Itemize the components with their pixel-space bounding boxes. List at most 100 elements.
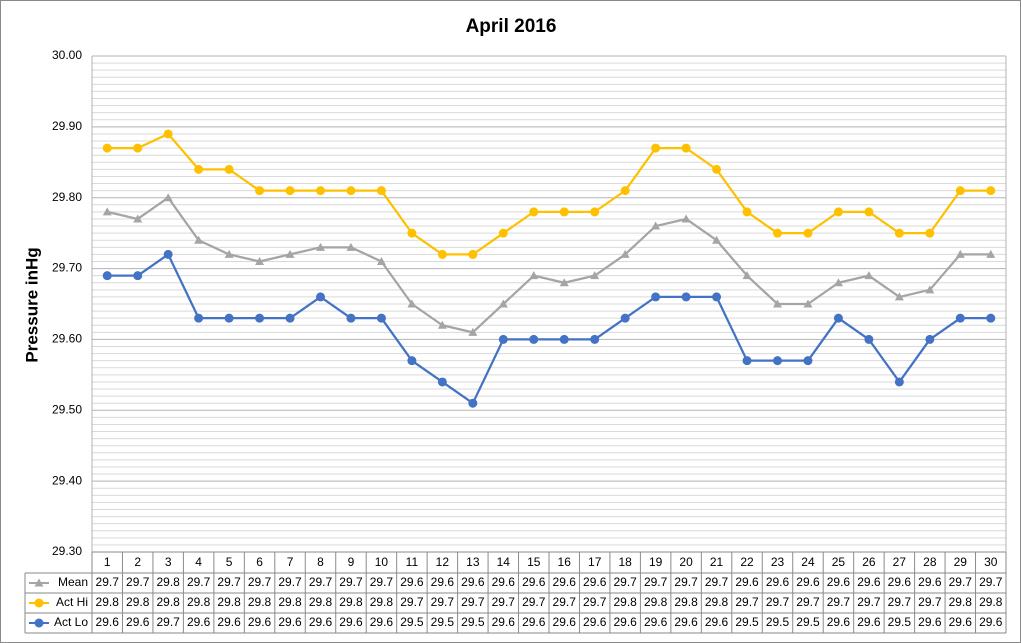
series-line	[107, 132, 991, 256]
table-value: 29.7	[674, 575, 698, 589]
table-value: 29.7	[644, 575, 668, 589]
series-line	[107, 253, 991, 405]
table-value: 29.7	[918, 595, 942, 609]
data-point	[133, 143, 143, 153]
data-point	[559, 207, 569, 217]
table-value: 29.8	[339, 595, 363, 609]
data-point	[255, 186, 265, 196]
data-point	[437, 249, 447, 259]
x-tick-label: 13	[466, 555, 480, 569]
table-value: 29.8	[674, 595, 698, 609]
x-tick-label: 26	[862, 555, 876, 569]
x-tick-label: 16	[558, 555, 572, 569]
table-value: 29.6	[461, 575, 485, 589]
table-value: 29.7	[522, 595, 546, 609]
table-value: 29.7	[156, 615, 180, 629]
x-tick-label: 27	[893, 555, 907, 569]
data-point	[955, 186, 965, 196]
table-value: 29.6	[522, 615, 546, 629]
data-point	[529, 271, 539, 280]
data-point	[194, 235, 204, 244]
data-point	[986, 313, 996, 323]
table-value: 29.8	[278, 595, 302, 609]
data-point	[102, 271, 112, 281]
legend-marker	[34, 598, 44, 608]
table-value: 29.6	[766, 575, 790, 589]
data-point	[864, 271, 874, 280]
table-value: 29.7	[553, 595, 577, 609]
data-point	[376, 256, 386, 265]
data-point	[407, 356, 417, 366]
y-tick-label: 30.00	[52, 48, 82, 62]
data-point	[498, 334, 508, 344]
data-point	[620, 313, 630, 323]
data-point	[376, 313, 386, 323]
data-point	[407, 228, 417, 238]
x-tick-label: 22	[740, 555, 754, 569]
data-point	[194, 164, 204, 174]
table-value: 29.8	[248, 595, 272, 609]
data-point	[955, 249, 965, 258]
table-value: 29.7	[827, 595, 851, 609]
data-point	[651, 143, 661, 153]
table-value: 29.7	[339, 575, 363, 589]
data-point	[346, 242, 356, 251]
legend-label: Mean	[58, 575, 88, 589]
data-point	[224, 249, 234, 258]
data-point	[285, 186, 295, 196]
x-tick-label: 9	[348, 555, 355, 569]
x-tick-label: 19	[649, 555, 663, 569]
table-value: 29.6	[492, 575, 516, 589]
table-value: 29.7	[492, 595, 516, 609]
x-tick-label: 14	[497, 555, 511, 569]
x-tick-label: 15	[527, 555, 541, 569]
x-tick-label: 2	[134, 555, 141, 569]
data-point	[773, 356, 782, 366]
table-value: 29.7	[949, 575, 973, 589]
table-value: 29.6	[827, 575, 851, 589]
legend-label: Act Lo	[54, 615, 88, 629]
data-point	[529, 334, 539, 344]
table-value: 29.8	[644, 595, 668, 609]
data-point	[559, 334, 569, 344]
data-point	[346, 186, 356, 196]
data-point	[255, 256, 265, 265]
table-value: 29.6	[522, 575, 546, 589]
table-value: 29.7	[278, 575, 302, 589]
data-point	[620, 249, 630, 258]
data-point	[894, 377, 904, 387]
y-tick-label: 29.80	[52, 190, 82, 204]
data-point	[681, 143, 691, 153]
y-tick-label: 29.50	[52, 402, 82, 416]
table-value: 29.7	[248, 575, 272, 589]
data-point	[590, 207, 600, 217]
x-tick-label: 25	[832, 555, 846, 569]
legend-marker	[34, 578, 44, 587]
data-point	[773, 299, 782, 308]
chart-title: April 2016	[466, 16, 557, 37]
data-point	[316, 242, 325, 251]
table-value: 29.6	[918, 615, 942, 629]
data-point	[986, 249, 996, 258]
x-tick-label: 24	[801, 555, 815, 569]
x-tick-label: 30	[984, 555, 998, 569]
data-point	[742, 356, 752, 366]
table-value: 29.7	[796, 595, 820, 609]
table-value: 29.8	[705, 595, 729, 609]
data-point	[163, 129, 173, 139]
data-point	[894, 292, 904, 301]
legend-marker	[34, 618, 44, 628]
x-tick-label: 29	[954, 555, 968, 569]
data-point	[833, 278, 843, 287]
x-tick-label: 8	[317, 555, 324, 569]
table-value: 29.8	[309, 595, 333, 609]
table-value: 29.6	[583, 575, 607, 589]
data-point	[681, 292, 691, 302]
x-tick-label: 21	[710, 555, 724, 569]
data-point	[529, 207, 539, 217]
table-value: 29.5	[766, 615, 790, 629]
table-value: 29.6	[553, 615, 577, 629]
x-tick-label: 23	[771, 555, 785, 569]
table-value: 29.8	[156, 595, 180, 609]
table-value: 29.7	[613, 575, 637, 589]
